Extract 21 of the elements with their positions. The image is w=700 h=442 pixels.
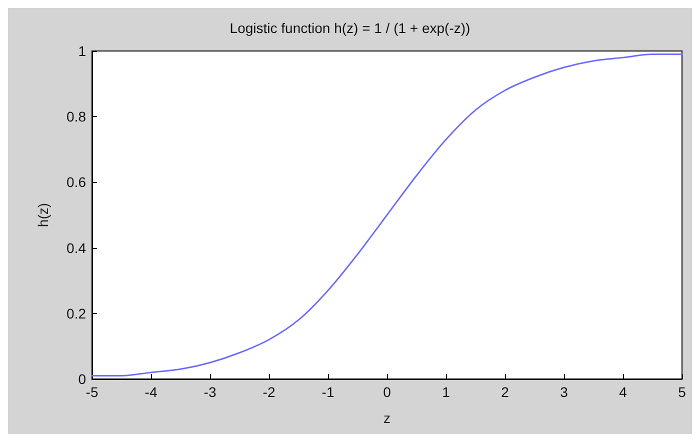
y-axis-title: h(z): [35, 202, 51, 228]
x-tick-label: -1: [322, 384, 334, 400]
x-tick-label: 0: [383, 384, 392, 400]
x-tick-label: 2: [501, 384, 510, 400]
x-tick-label: 3: [560, 384, 568, 400]
x-tick-label: -5: [86, 384, 98, 400]
x-tick-label: -3: [204, 384, 216, 400]
y-tick-label: 0.6: [66, 174, 86, 190]
x-tick-label: -4: [144, 384, 158, 400]
x-tick-label: -2: [262, 384, 276, 400]
x-axis-title: z: [384, 410, 390, 426]
chart-title: Logistic function h(z) = 1 / (1 + exp(-z)): [230, 20, 470, 36]
y-tick-label: 1: [78, 43, 86, 59]
x-tick-label: 4: [619, 384, 628, 400]
line-series: [91, 54, 683, 376]
y-tick-label: 0.2: [66, 305, 86, 322]
y-tick-label: 0.4: [66, 240, 86, 256]
y-tick-label: 0.8: [66, 108, 86, 125]
y-tick-label: 0: [78, 371, 86, 387]
x-tick-label: 1: [442, 384, 450, 400]
x-tick-label: 5: [678, 384, 686, 400]
